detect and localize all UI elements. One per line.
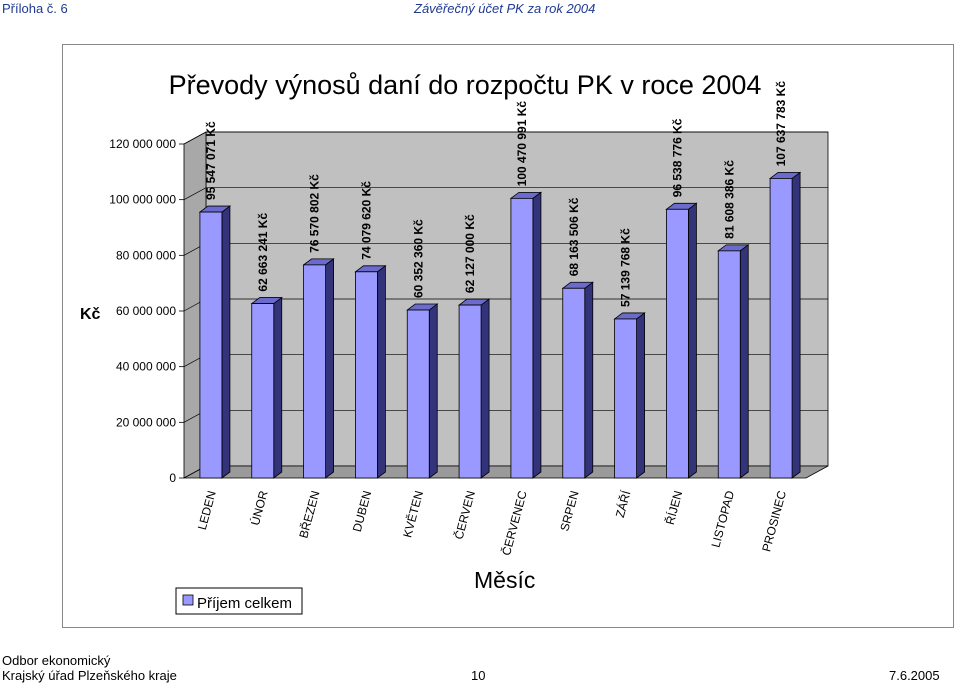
- data-label: 68 163 506 Kč: [567, 197, 581, 276]
- bar-front: [303, 264, 326, 479]
- bar: [665, 202, 698, 479]
- bars: [198, 171, 802, 479]
- data-label: 107 637 783 Kč: [774, 81, 788, 167]
- y-axis-label: Kč: [80, 306, 101, 323]
- bar-front: [406, 309, 430, 479]
- bar: [561, 281, 594, 479]
- data-label: 95 547 071 Kč: [204, 121, 218, 200]
- bar: [457, 298, 491, 479]
- x-tick-label: BŘEZEN: [295, 489, 322, 540]
- bar-side: [739, 244, 749, 479]
- bar: [768, 171, 802, 479]
- x-tick-label: LISTOPAD: [709, 489, 738, 549]
- legend-box: [175, 587, 303, 615]
- footer-page: 10: [471, 668, 486, 683]
- legend: Příjem celkem: [175, 587, 303, 615]
- legend-label: Příjem celkem: [197, 595, 292, 612]
- bar-side: [377, 265, 386, 479]
- bar-front: [510, 197, 534, 479]
- bar-front: [251, 303, 275, 479]
- x-tick-label: KVĚTEN: [399, 489, 426, 539]
- bar-front: [614, 318, 637, 479]
- gridline: [183, 187, 828, 200]
- x-tick-label: ČERVEN: [451, 489, 478, 541]
- data-label: 76 570 802 Kč: [308, 174, 322, 253]
- header-left: Příloha č. 6: [2, 1, 68, 16]
- footer-date: 7.6.2005: [889, 668, 940, 683]
- x-tick-label: ZÁŘÍ: [612, 488, 634, 519]
- bar-side: [636, 312, 645, 479]
- bar: [250, 296, 283, 479]
- bar: [302, 258, 335, 479]
- bar-side: [221, 205, 231, 479]
- data-label: 60 352 360 Kč: [411, 219, 425, 298]
- bar-side: [428, 303, 438, 479]
- footer-dept: Odbor ekonomický: [2, 653, 111, 668]
- y-tick-label: 80 000 000: [116, 248, 176, 262]
- data-label: 100 470 991 Kč: [515, 101, 529, 187]
- bar-side: [688, 202, 697, 479]
- bar-side: [532, 191, 542, 479]
- x-tick-label: SRPEN: [557, 489, 581, 533]
- x-tick-label: PROSINEC: [759, 489, 789, 553]
- bar: [198, 205, 232, 479]
- bar-side: [480, 298, 490, 479]
- bar: [354, 265, 387, 479]
- y-tick-label: 100 000 000: [109, 193, 176, 207]
- y-tick-label: 60 000 000: [116, 304, 176, 318]
- bar-side: [584, 281, 594, 479]
- bar: [406, 303, 439, 479]
- bar: [717, 244, 750, 479]
- data-label: 57 139 768 Kč: [619, 228, 633, 307]
- bar-side: [273, 296, 283, 479]
- chart-title: Převody výnosů daní do rozpočtu PK v roc…: [169, 70, 762, 100]
- footer-office: Krajský úřad Plzeňského kraje: [2, 668, 177, 683]
- gridline: [183, 131, 828, 145]
- x-tick-label: ČERVENEC: [498, 489, 530, 557]
- data-labels: 95 547 071 Kč 62 663 241 Kč 76 570 802 Kč 7…: [204, 81, 788, 307]
- x-tick-label: ÚNOR: [247, 489, 271, 527]
- x-tick-label: LEDEN: [195, 489, 219, 531]
- x-tick-label: ŘÍJEN: [662, 489, 685, 526]
- bar-front: [717, 250, 741, 479]
- legend-swatch: [182, 594, 194, 606]
- header-title: Závěřečný účet PK za rok 2004: [414, 1, 596, 16]
- x-axis-ticks: LEDEN ÚNOR BŘEZEN DUBEN KVĚTEN ČERVEN ČERVENEC…: [195, 488, 789, 557]
- x-tick-label: DUBEN: [350, 489, 374, 533]
- bar-front: [562, 287, 586, 479]
- x-axis-label: Měsíc: [474, 567, 535, 593]
- bar-side: [791, 171, 801, 479]
- bar-front: [666, 208, 689, 479]
- bar: [509, 191, 543, 479]
- data-label: 96 538 776 Kč: [670, 118, 684, 197]
- y-tick-label: 120 000 000: [109, 137, 176, 151]
- bar-front: [769, 178, 793, 479]
- bar-front: [355, 271, 378, 479]
- data-label: 62 127 000 Kč: [463, 214, 477, 293]
- y-axis-ticks: 0 20 000 000 40 000 000 60 000 000 80 000 00…: [109, 137, 184, 485]
- bar-front: [199, 211, 223, 479]
- bar-side: [325, 258, 334, 479]
- data-label: 62 663 241 Kč: [256, 213, 270, 292]
- bar: [613, 312, 646, 479]
- y-tick-label: 40 000 000: [116, 360, 176, 374]
- y-tick-label: 0: [169, 471, 176, 485]
- data-label: 81 608 386 Kč: [722, 160, 736, 239]
- data-label: 74 079 620 Kč: [359, 181, 373, 260]
- bar-front: [458, 304, 482, 479]
- y-tick-label: 20 000 000: [116, 415, 176, 429]
